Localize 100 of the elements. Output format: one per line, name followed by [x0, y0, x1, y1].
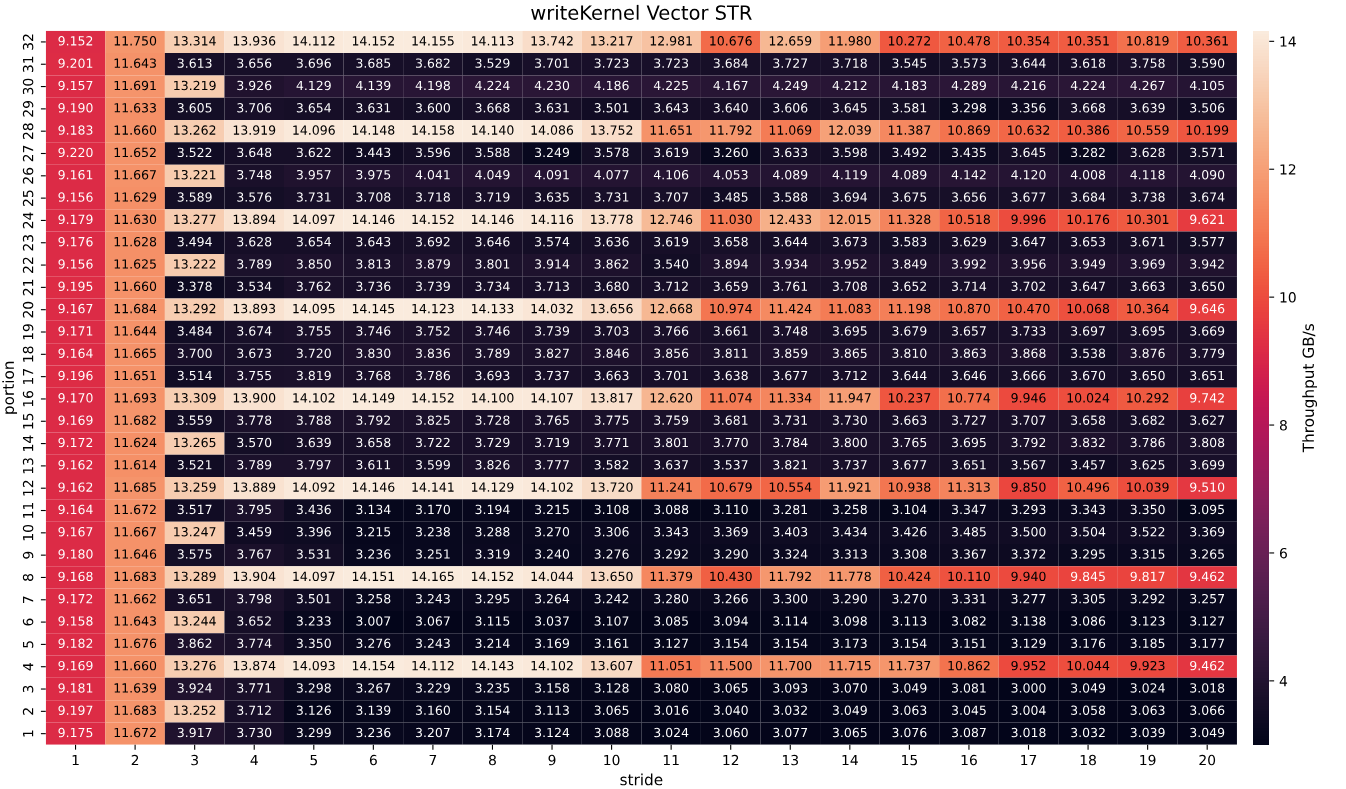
data-label: 3.694: [832, 192, 868, 202]
data-label: 3.599: [415, 460, 450, 470]
data-label: 14.116: [531, 214, 574, 225]
data-label: 3.088: [594, 727, 629, 738]
data-label: 3.233: [296, 616, 331, 626]
data-label: 13.217: [591, 36, 633, 46]
x-tick-label: 19: [1140, 754, 1156, 766]
data-label: 3.081: [952, 683, 986, 693]
data-label: 3.347: [952, 504, 986, 515]
data-label: 3.868: [1011, 348, 1046, 358]
data-label: 9.190: [58, 103, 93, 113]
data-label: 13.900: [233, 393, 276, 403]
data-label: 4.139: [356, 80, 391, 91]
data-label: 3.789: [237, 259, 272, 269]
data-label: 3.680: [594, 281, 629, 292]
data-label: 3.737: [535, 370, 569, 381]
data-label: 3.018: [1011, 727, 1046, 738]
data-label: 3.677: [773, 370, 808, 381]
data-label: 9.195: [58, 281, 93, 292]
data-label: 3.663: [892, 415, 927, 425]
data-label: 3.207: [415, 727, 450, 738]
data-label: 3.485: [713, 192, 748, 202]
data-label: 9.170: [58, 393, 93, 403]
data-label: 10.632: [1008, 125, 1050, 135]
data-label: 14.146: [352, 482, 395, 492]
data-label: 11.334: [769, 393, 812, 403]
data-label: 4.119: [832, 169, 867, 180]
data-label: 14.152: [471, 571, 514, 582]
data-label: 10.478: [948, 36, 990, 46]
data-label: 3.708: [356, 192, 391, 202]
data-label: 11.424: [769, 303, 812, 314]
y-tick-label: 9: [22, 551, 34, 559]
data-label: 11.639: [114, 683, 157, 693]
data-label: 3.663: [1130, 281, 1165, 292]
data-label: 11.947: [829, 393, 871, 403]
data-label: 3.629: [952, 236, 986, 247]
data-label: 3.067: [415, 616, 450, 626]
data-label: 3.826: [475, 460, 510, 470]
data-label: 11.500: [710, 660, 752, 671]
data-label: 3.177: [1190, 638, 1225, 649]
data-label: 4.224: [1070, 80, 1106, 90]
data-label: 13.276: [174, 660, 216, 671]
data-label: 3.082: [952, 616, 986, 626]
data-label: 3.731: [773, 415, 808, 425]
data-label: 3.060: [713, 727, 748, 738]
data-label: 4.142: [951, 169, 986, 180]
data-label: 3.810: [892, 348, 927, 358]
data-label: 3.702: [1011, 281, 1046, 292]
data-label: 3.646: [475, 236, 510, 247]
data-label: 3.647: [1011, 236, 1046, 247]
data-label: 3.492: [892, 147, 927, 158]
color-bar-label: 6: [1279, 547, 1287, 559]
data-label: 3.661: [713, 326, 748, 336]
data-label: 11.069: [769, 125, 812, 135]
data-label: 3.113: [535, 705, 569, 715]
x-tick-label: 7: [429, 754, 437, 766]
data-label: 3.723: [654, 58, 689, 68]
data-label: 3.651: [952, 460, 986, 470]
data-label: 3.770: [713, 437, 748, 448]
data-label: 9.946: [1011, 393, 1046, 403]
data-label: 10.679: [710, 482, 752, 492]
data-label: 11.660: [114, 125, 157, 135]
data-label: 13.244: [174, 616, 216, 626]
data-label: 11.313: [948, 482, 990, 492]
data-label: 14.123: [412, 303, 454, 314]
data-label: 3.613: [177, 58, 212, 68]
data-label: 3.669: [1190, 326, 1225, 336]
data-label: 12.981: [650, 36, 692, 46]
data-label: 13.314: [174, 36, 216, 46]
x-tick-label: 8: [488, 754, 496, 766]
data-label: 3.589: [177, 192, 212, 202]
data-label: 3.830: [356, 348, 391, 358]
data-label: 14.158: [412, 125, 454, 135]
data-label: 11.672: [114, 727, 156, 738]
data-label: 3.700: [177, 348, 212, 358]
data-label: 11.387: [888, 125, 931, 135]
data-label: 4.129: [296, 80, 331, 91]
data-label: 13.221: [174, 169, 216, 180]
data-label: 3.679: [892, 326, 927, 336]
data-label: 3.619: [654, 147, 689, 158]
data-label: 12.015: [829, 214, 871, 225]
data-label: 13.720: [591, 482, 633, 492]
x-tick-label: 10: [604, 754, 620, 766]
data-label: 9.158: [58, 616, 93, 626]
data-label: 3.808: [1190, 437, 1225, 448]
data-label: 3.914: [535, 259, 570, 269]
y-tick-label: 29: [22, 101, 34, 117]
data-label: 13.904: [233, 571, 276, 582]
data-label: 10.199: [1186, 125, 1229, 135]
data-label: 3.095: [1190, 504, 1224, 515]
data-label: 3.730: [832, 415, 867, 425]
data-label: 3.789: [237, 460, 272, 470]
data-label: 9.161: [58, 169, 93, 180]
data-label: 3.797: [296, 460, 331, 470]
data-label: 11.030: [710, 214, 752, 225]
data-label: 3.671: [1130, 236, 1165, 247]
data-label: 3.063: [892, 705, 927, 715]
data-label: 3.701: [654, 370, 688, 381]
data-label: 3.801: [654, 437, 688, 448]
data-label: 3.755: [296, 326, 331, 336]
